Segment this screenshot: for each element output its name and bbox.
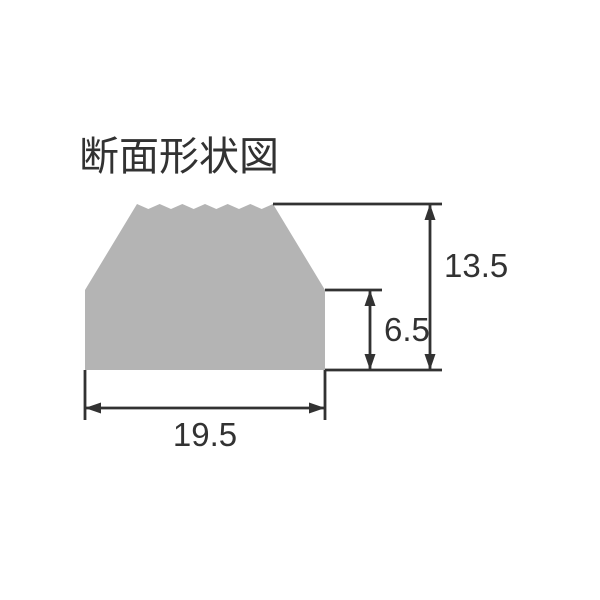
cross-section-svg: 19.5 6.5 13.5 断面形状図 [0, 0, 600, 600]
dim-arrowhead [365, 290, 376, 306]
dim-label-width: 19.5 [173, 416, 237, 453]
dim-arrowhead [309, 403, 325, 414]
dim-arrowhead [365, 354, 376, 370]
diagram-stage: 19.5 6.5 13.5 断面形状図 [0, 0, 600, 600]
dim-arrowhead [425, 354, 436, 370]
profile-shape [85, 204, 325, 370]
dim-label-total-height: 13.5 [444, 247, 508, 284]
dim-arrowhead [425, 204, 436, 220]
dim-label-base-height: 6.5 [384, 311, 430, 348]
diagram-title: 断面形状図 [79, 135, 279, 179]
dim-arrowhead [85, 403, 101, 414]
